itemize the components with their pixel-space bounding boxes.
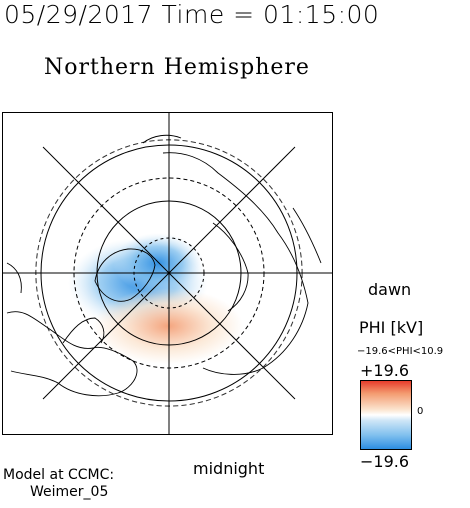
midnight-label: midnight bbox=[193, 459, 265, 478]
colorbar bbox=[360, 380, 412, 450]
colorbar-zero-label: 0 bbox=[417, 406, 424, 417]
colorbar-max-label: +19.6 bbox=[360, 361, 410, 380]
east-asia-outline bbox=[292, 207, 322, 264]
potential-contours bbox=[68, 233, 243, 364]
colorbar-title: PHI [kV] bbox=[359, 318, 424, 337]
longitude-grid bbox=[3, 113, 332, 434]
polar-map-svg bbox=[3, 113, 332, 434]
negative-potential-core bbox=[113, 233, 203, 293]
positive-potential-cell bbox=[93, 288, 243, 364]
polar-map bbox=[2, 112, 333, 435]
page-title: 05/29/2017 Time = 01:15:00 bbox=[4, 0, 380, 29]
canadian-archipelago-outline bbox=[62, 317, 105, 344]
hemisphere-subtitle: Northern Hemisphere bbox=[44, 55, 310, 80]
colorbar-min-label: −19.6 bbox=[360, 452, 410, 471]
dawn-label: dawn bbox=[368, 280, 412, 299]
europe-outline bbox=[142, 134, 182, 144]
eurasia-outline bbox=[162, 152, 309, 375]
meridian-diagonal-2 bbox=[42, 146, 296, 400]
alaska-outline bbox=[6, 262, 22, 294]
greenland-outline bbox=[94, 248, 156, 302]
model-credit-line1: Model at CCMC: bbox=[3, 467, 115, 483]
model-credit-line2: Weimer_05 bbox=[30, 484, 109, 500]
colorbar-range-text: −19.6<PHI<10.9 bbox=[357, 346, 444, 357]
